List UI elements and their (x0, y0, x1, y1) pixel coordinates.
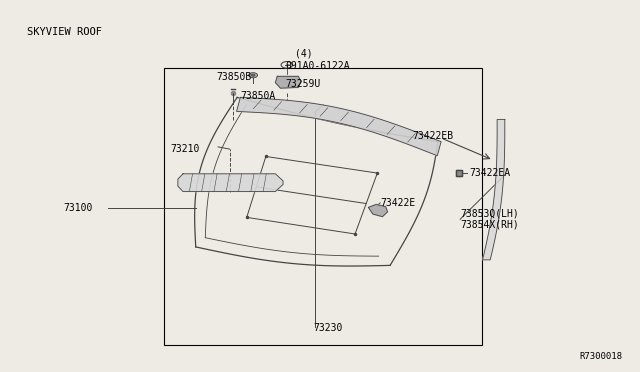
Text: SKYVIEW ROOF: SKYVIEW ROOF (27, 27, 102, 37)
Text: 73259U: 73259U (285, 80, 320, 89)
Text: 73422E: 73422E (381, 198, 416, 208)
Text: 73100: 73100 (64, 203, 93, 213)
Bar (164, 68, 483, 345)
Text: 73853Q(LH): 73853Q(LH) (460, 209, 519, 219)
Polygon shape (483, 119, 505, 260)
Text: 73854X(RH): 73854X(RH) (460, 220, 519, 230)
Text: 73422EB: 73422EB (412, 131, 454, 141)
Polygon shape (369, 205, 388, 217)
Polygon shape (275, 76, 301, 88)
Text: 091A0-6122A: 091A0-6122A (285, 61, 349, 71)
Circle shape (248, 73, 257, 78)
Text: R7300018: R7300018 (580, 352, 623, 361)
Text: 73210: 73210 (170, 144, 200, 154)
Polygon shape (237, 97, 441, 156)
Text: (4): (4) (294, 49, 312, 59)
Text: 73850B: 73850B (217, 72, 252, 82)
Text: 73850A: 73850A (241, 90, 276, 100)
Polygon shape (178, 174, 283, 192)
Text: 73422EA: 73422EA (470, 168, 511, 178)
Text: 73230: 73230 (314, 323, 343, 333)
Circle shape (251, 74, 255, 76)
